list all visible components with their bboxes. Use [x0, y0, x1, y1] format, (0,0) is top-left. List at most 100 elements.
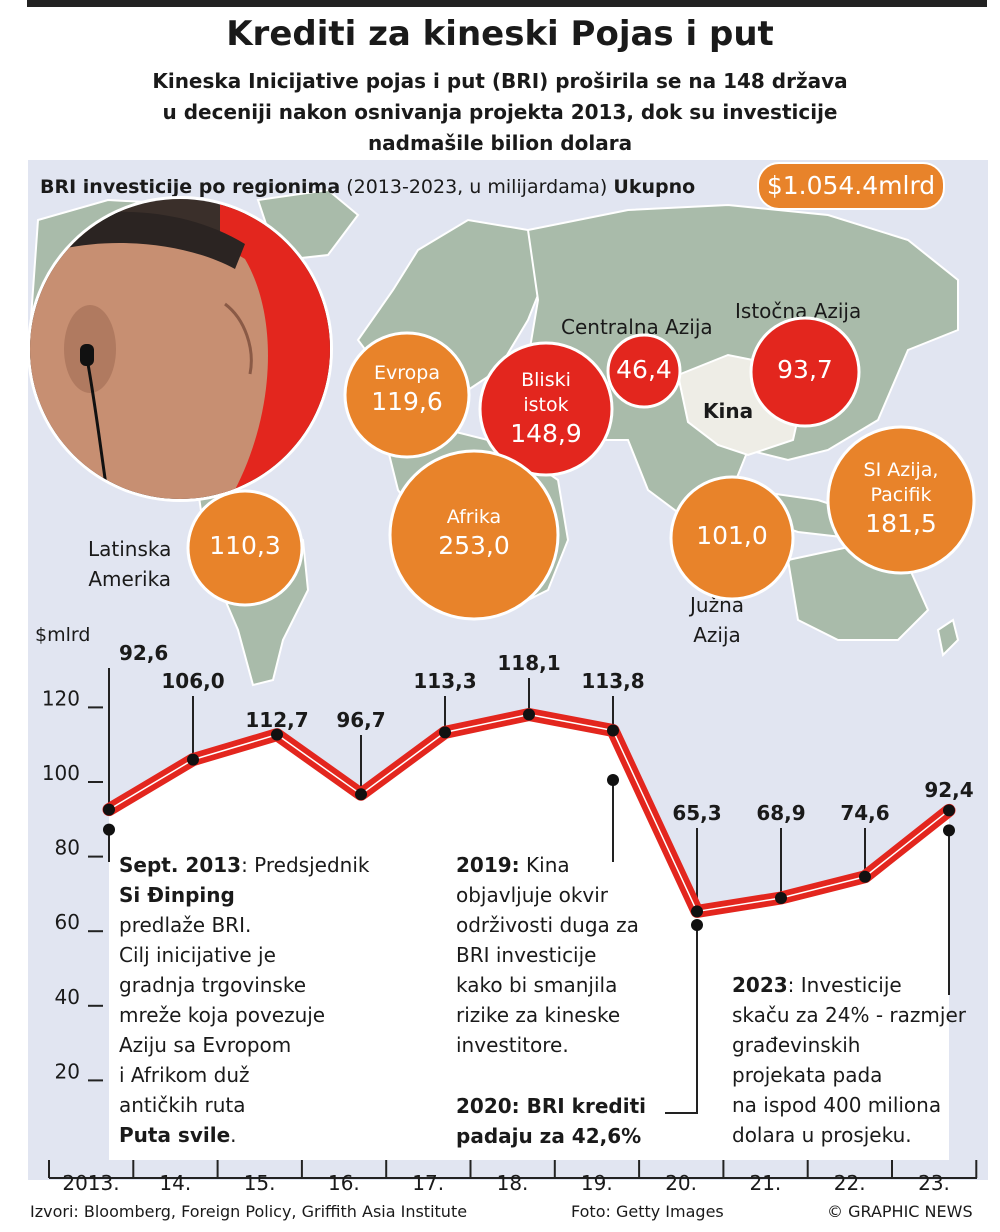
note-2013-line2: Si Đinping [119, 880, 369, 910]
istocna-azija-value: 93,7 [777, 355, 833, 384]
value-label: 112,7 [245, 708, 308, 732]
bubble-juzna-azija-text: 101,0 [680, 520, 784, 552]
y-tick-label-40: 40 [55, 985, 80, 1009]
note-2023-line5: na ispod 400 miliona [732, 1093, 942, 1117]
juzna-label-line2: Azija [693, 623, 741, 647]
footer-credit: © GRAPHIC NEWS [827, 1202, 973, 1221]
map-heading: BRI investicije po regionima (2013-2023,… [40, 176, 695, 198]
bubble-si-azija-text: SI Azija, Pacifik 181,5 [845, 458, 957, 540]
page-title: Krediti za kineski Pojas i put [226, 14, 774, 54]
note-2013-line5: gradnja trgovinske [119, 973, 307, 997]
latinska-amerika-value: 110,3 [209, 531, 281, 560]
y-tick-label-100: 100 [42, 761, 80, 785]
note-2013: Sept. 2013: Predsjednik Si Đinping predl… [119, 850, 369, 1150]
new-zealand-shape [936, 618, 960, 658]
bubble-evropa-text: Evropa 119,6 [345, 361, 469, 418]
bubble-bliski-istok [478, 341, 614, 477]
bubble-istocna-azija [749, 316, 861, 428]
note-2013-line9: antičkih ruta [119, 1093, 246, 1117]
note-2019-date: 2019: [456, 853, 520, 877]
total-label: Ukupno [613, 176, 696, 198]
note-2023-line6: dolara u prosjeku. [732, 1123, 912, 1147]
note-2023: 2023: Investicije skaču za 24% - razmjer… [732, 970, 966, 1150]
footer-sources: Izvori: Bloomberg, Foreign Policy, Griff… [30, 1202, 468, 1221]
note-2013-line8: i Afrikom duž [119, 1063, 250, 1087]
label-juzna-azija: Južna Azija [690, 590, 744, 650]
bubble-bliski-istok-text: Bliski istok 148,9 [496, 368, 596, 450]
bubble-evropa [343, 331, 471, 459]
data-point [355, 788, 367, 801]
label-kina: Kina [703, 399, 754, 423]
bubble-afrika [388, 449, 560, 621]
note-2013-end: . [230, 1123, 237, 1147]
afrika-value: 253,0 [438, 531, 510, 560]
note-2020: 2020: BRI krediti padaju za 42,6% [456, 1091, 646, 1151]
note-2019-line3: održivosti duga za [456, 913, 639, 937]
note-2013-line1: Sept. 2013: Predsjednik [119, 850, 369, 880]
data-point [103, 803, 115, 816]
region-bubbles [186, 316, 976, 621]
note-2013-line6: mreže koja povezuje [119, 1003, 326, 1027]
note-2019-line5: kako bi smanjila [456, 973, 618, 997]
leader-2020-note [665, 925, 698, 1114]
data-point [775, 892, 787, 905]
value-label: 113,8 [581, 669, 644, 693]
data-point [859, 870, 871, 883]
juzna-azija-value: 101,0 [696, 521, 768, 550]
y-tick-label-60: 60 [55, 910, 80, 934]
note-2023-date: 2023 [732, 973, 788, 997]
note-2013-line10: Puta svile. [119, 1120, 369, 1150]
bliski-istok-name: Bliski istok [521, 369, 571, 416]
note-2019-line4: BRI investicije [456, 943, 597, 967]
total-badge: $1.054.4mlrd [757, 162, 945, 210]
note-2023-line1: 2023: Investicije [732, 970, 966, 1000]
leader-portrait [27, 196, 333, 502]
note-2019-line7: investitore. [456, 1033, 569, 1057]
x-tick-label: 15. [244, 1171, 276, 1195]
x-tick-label: 20. [665, 1171, 697, 1195]
page-subtitle: Kineska Inicijative pojas i put (BRI) pr… [152, 69, 848, 155]
note-2020-line1: 2020: BRI krediti [456, 1094, 646, 1118]
note-2013-text1: : Predsjednik [241, 853, 370, 877]
note-2019: 2019: Kina objavljuje okvir održivosti d… [456, 850, 639, 1060]
y-axis-label: $mlrd [35, 624, 90, 646]
note-2023-text1: : Investicije [787, 973, 902, 997]
x-tick-label: 17. [412, 1171, 444, 1195]
bubble-istocna-azija-text: 93,7 [755, 354, 855, 386]
afrika-name: Afrika [446, 506, 502, 528]
note-2023-line3: građevinskih [732, 1033, 861, 1057]
value-label: 92,4 [924, 778, 973, 802]
bubble-latinska-amerika-text: 110,3 [195, 530, 295, 562]
note-2023-line2: skaču za 24% - razmjer [732, 1003, 966, 1027]
top-rule [27, 0, 987, 7]
evropa-name: Evropa [374, 362, 440, 384]
x-tick-label: 22. [834, 1171, 866, 1195]
value-label: 65,3 [672, 801, 721, 825]
note-2019-line2: objavljuje okvir [456, 883, 609, 907]
x-tick-label: 23. [918, 1171, 950, 1195]
si-azija-value: 181,5 [865, 509, 937, 538]
x-tick-label: 18. [497, 1171, 529, 1195]
x-tick-label: 21. [749, 1171, 781, 1195]
latinska-label-line1: Latinska [88, 537, 172, 561]
portrait-illustration [30, 199, 330, 499]
data-point [187, 753, 199, 766]
note-2013-line3: predlaže BRI. [119, 913, 252, 937]
note-2013-line4: Cilj inicijative je [119, 943, 276, 967]
note-2019-line6: rizike za kineske [456, 1003, 621, 1027]
y-tick-label-120: 120 [42, 686, 80, 710]
note-2013-name: Si Đinping [119, 883, 235, 907]
value-label: 118,1 [497, 651, 560, 675]
note-2020-line2: padaju za 42,6% [456, 1124, 642, 1148]
value-label: 74,6 [840, 801, 889, 825]
evropa-value: 119,6 [371, 387, 443, 416]
x-tick-label: 14. [159, 1171, 191, 1195]
bubble-juzna-azija [669, 475, 795, 601]
note-2013-date: Sept. 2013 [119, 853, 242, 877]
note-2023-line4: projekata pada [732, 1063, 883, 1087]
data-point [271, 728, 283, 741]
data-point [523, 708, 535, 721]
centralna-azija-value: 46,4 [616, 355, 672, 384]
label-latinska-amerika: Latinska Amerika [88, 534, 171, 594]
